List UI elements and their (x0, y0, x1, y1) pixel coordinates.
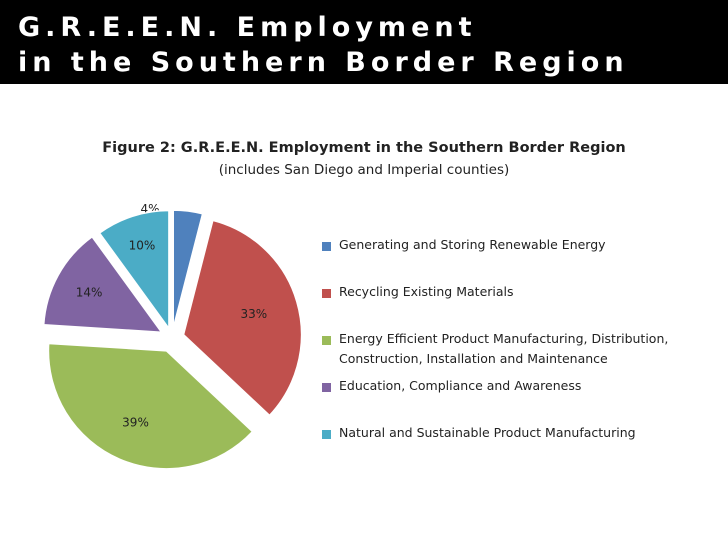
chart-title: Figure 2: G.R.E.E.N. Employment in the S… (102, 140, 626, 156)
pie-slice-1 (182, 219, 303, 417)
legend-item-4: Natural and Sustainable Product Manufact… (322, 425, 719, 443)
legend-item-1: Recycling Existing Materials (322, 284, 719, 302)
pie-slice-label-4: 10% (129, 238, 156, 252)
legend-swatch-2 (322, 336, 331, 345)
pie-slice-label-2: 39% (122, 415, 149, 429)
chart-subtitle: (includes San Diego and Imperial countie… (218, 162, 510, 178)
legend-label-2: Energy Efficient Product Manufacturing, … (339, 331, 669, 366)
slide-title-bar: G.R.E.E.N. Employment in the Southern Bo… (0, 0, 728, 84)
legend-label-4: Natural and Sustainable Product Manufact… (339, 425, 636, 440)
legend-swatch-1 (322, 289, 331, 298)
legend-swatch-3 (322, 383, 331, 392)
pie-slice-2 (47, 342, 254, 470)
pie-slice-label-3: 14% (76, 285, 103, 299)
legend-swatch-0 (322, 242, 331, 251)
pie-slice-4 (98, 209, 170, 331)
legend-swatch-4 (322, 430, 331, 439)
legend-label-0: Generating and Storing Renewable Energy (339, 237, 606, 252)
slide-title-line-1: G.R.E.E.N. Employment (18, 12, 477, 43)
slide-title-line-2: in the Southern Border Region (18, 47, 629, 78)
pie-slice-0 (172, 209, 204, 329)
legend-item-3: Education, Compliance and Awareness (322, 378, 719, 396)
legend-label-1: Recycling Existing Materials (339, 284, 514, 299)
legend-item-0: Generating and Storing Renewable Energy (322, 237, 719, 255)
pie-slice-label-1: 33% (240, 307, 267, 321)
legend-label-3: Education, Compliance and Awareness (339, 378, 582, 393)
legend-item-2: Energy Efficient Product Manufacturing, … (322, 331, 719, 369)
pie-slice-3 (42, 235, 164, 334)
